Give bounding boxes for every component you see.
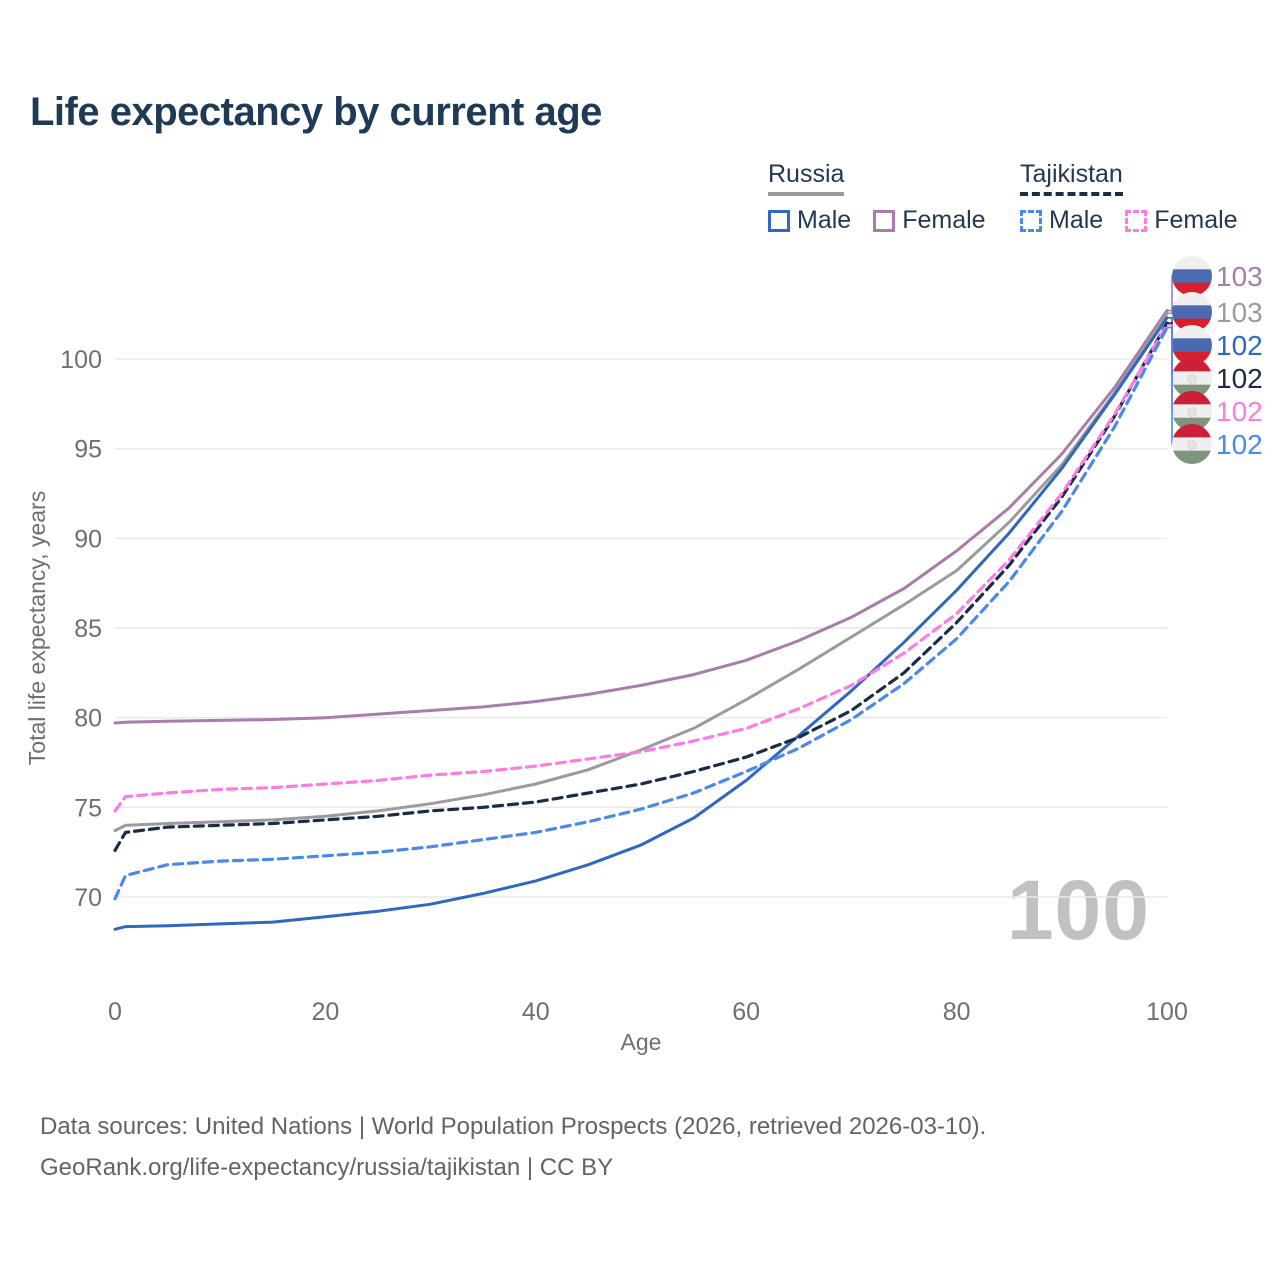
end-value-label: 102 bbox=[1216, 396, 1263, 427]
legend-item-tajikistan-male[interactable]: Male bbox=[1020, 206, 1103, 235]
x-tick-label: 0 bbox=[108, 998, 122, 1026]
x-axis-title: Age bbox=[621, 1029, 662, 1055]
end-value-label: 103 bbox=[1216, 297, 1263, 328]
legend-item-russia-male[interactable]: Male bbox=[768, 206, 851, 235]
x-tick-label: 60 bbox=[732, 998, 760, 1026]
x-tick-label: 80 bbox=[943, 998, 971, 1026]
legend-group-russia: Russia Male Female bbox=[768, 160, 986, 235]
end-value-label: 102 bbox=[1216, 363, 1263, 394]
page-title: Life expectancy by current age bbox=[30, 90, 602, 134]
legend-label: Female bbox=[902, 206, 986, 234]
russia-male-line-swatch bbox=[768, 209, 790, 232]
legend-country-russia[interactable]: Russia bbox=[768, 160, 845, 196]
series-line-russia-female[interactable] bbox=[113, 309, 1169, 725]
legend-label: Male bbox=[797, 206, 852, 234]
russia-female-line-swatch bbox=[873, 209, 896, 232]
end-value-label: 102 bbox=[1216, 429, 1263, 460]
tajikistan-male-line-swatch bbox=[1020, 209, 1042, 232]
y-tick-label: 90 bbox=[74, 525, 102, 553]
legend-item-tajikistan-female[interactable]: Female bbox=[1125, 206, 1238, 235]
legend-country-tajikistan[interactable]: Tajikistan bbox=[1020, 160, 1123, 196]
y-axis-title: Total life expectancy, years bbox=[24, 491, 50, 765]
current-age-watermark: 100 bbox=[1006, 863, 1150, 957]
series-line-tajikistan-male[interactable] bbox=[113, 326, 1169, 901]
source-note: Data sources: United Nations | World Pop… bbox=[40, 1106, 986, 1188]
line-chart: 70 75 80 85 90 95 100 0 20 40 60 80 100 Age Total life… bbox=[24, 256, 1263, 1055]
y-tick-label: 75 bbox=[74, 794, 102, 822]
end-value-label: 103 bbox=[1216, 261, 1263, 292]
y-tick-label: 80 bbox=[74, 705, 102, 733]
legend-label: Female bbox=[1154, 206, 1238, 234]
legend-group-tajikistan: Tajikistan Male Female bbox=[1020, 160, 1238, 235]
tajikistan-female-line-swatch bbox=[1125, 209, 1148, 232]
flag-icon-russia bbox=[1172, 256, 1212, 296]
y-tick-label: 100 bbox=[60, 346, 102, 374]
series-line-russia-both-sexes[interactable] bbox=[113, 311, 1169, 833]
legend-item-russia-female[interactable]: Female bbox=[873, 206, 986, 235]
legend-label: Male bbox=[1049, 206, 1104, 234]
x-tick-label: 100 bbox=[1146, 998, 1188, 1026]
source-line-2: GeoRank.org/life-expectancy/russia/tajik… bbox=[40, 1154, 614, 1181]
end-value-label: 102 bbox=[1216, 330, 1263, 361]
series-line-tajikistan-both-sexes[interactable] bbox=[113, 321, 1169, 853]
x-tick-label: 20 bbox=[311, 998, 339, 1026]
y-tick-label: 70 bbox=[74, 884, 102, 912]
x-tick-label: 40 bbox=[522, 998, 550, 1026]
source-line-1: Data sources: United Nations | World Pop… bbox=[40, 1113, 987, 1140]
y-tick-label: 95 bbox=[74, 436, 102, 464]
series-line-russia-male[interactable] bbox=[113, 316, 1169, 931]
flag-icon-tajikistan bbox=[1172, 424, 1212, 464]
series-line-tajikistan-female[interactable] bbox=[113, 323, 1169, 813]
y-tick-label: 85 bbox=[74, 615, 102, 643]
